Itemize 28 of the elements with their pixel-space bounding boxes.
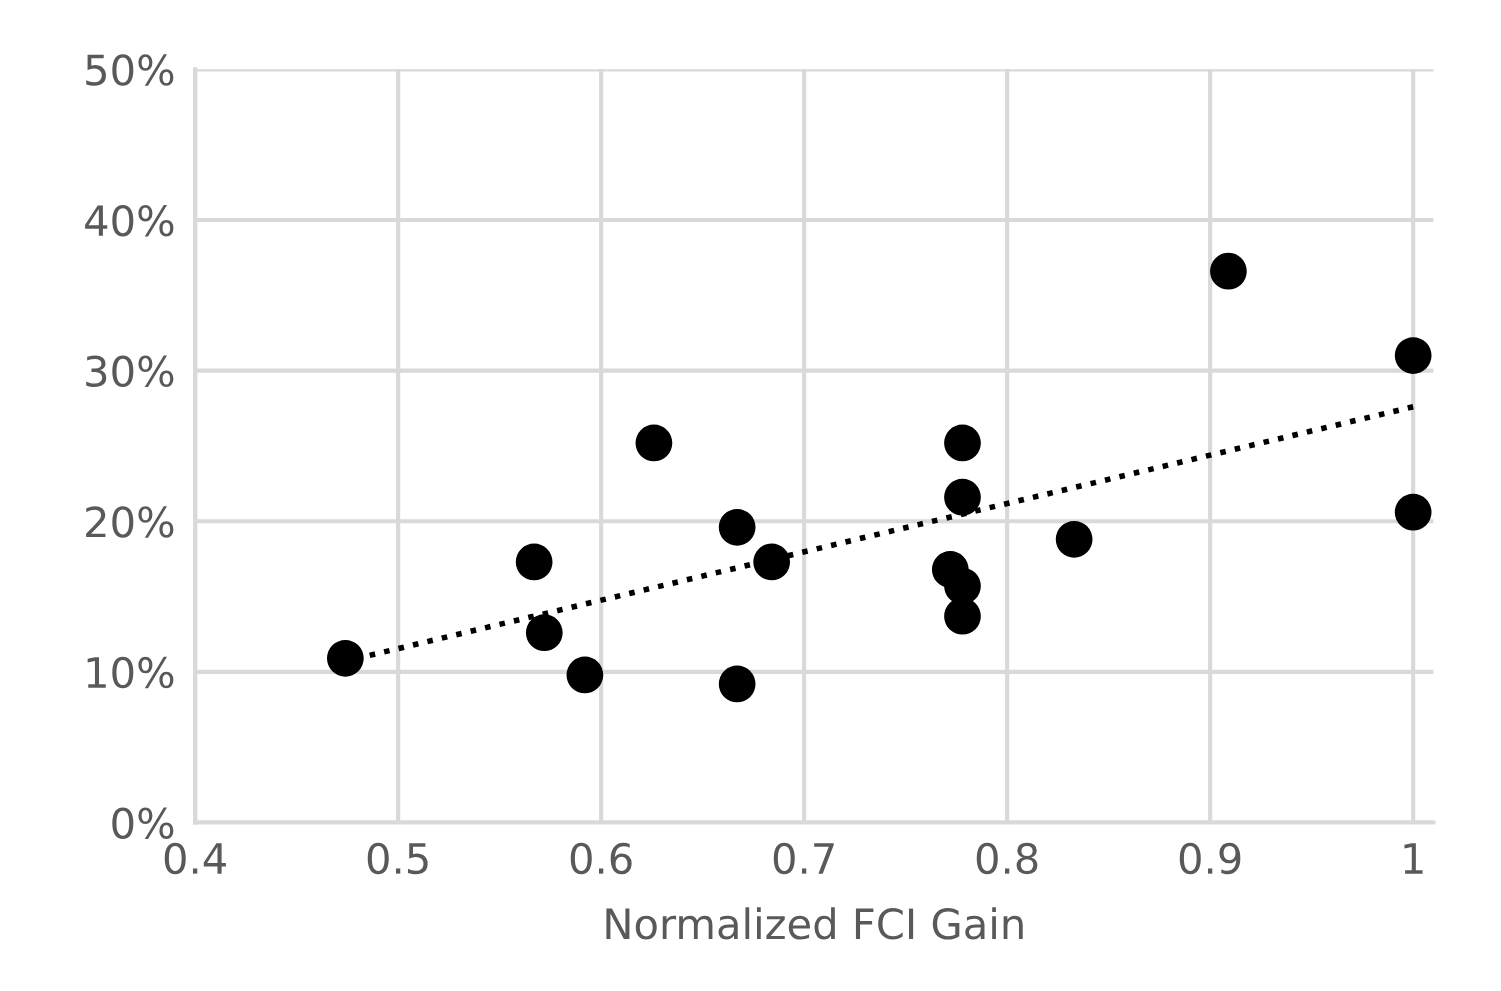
point <box>1394 337 1432 374</box>
point <box>566 656 604 694</box>
point <box>1394 493 1432 531</box>
point <box>753 543 791 581</box>
y-tick-label: 40% <box>85 204 174 237</box>
point <box>718 508 756 546</box>
y-tick-label: 30% <box>86 355 174 388</box>
x-tick-label: 0.5 <box>367 842 428 875</box>
x-tick-label: 0.6 <box>570 842 632 875</box>
point <box>944 478 981 516</box>
x-tick-label: 1 <box>1404 843 1423 874</box>
y-tick-label: 0% <box>112 807 174 839</box>
point <box>326 639 364 677</box>
point <box>1210 252 1247 290</box>
x-axis-title: Normalized FCI Gain <box>606 907 1023 940</box>
point <box>525 614 563 652</box>
y-tick-label: 50% <box>86 54 174 86</box>
point <box>944 424 981 462</box>
point <box>718 665 756 703</box>
x-tick-label: 0.8 <box>976 842 1038 875</box>
point <box>1055 520 1093 558</box>
x-tick-label: 0.9 <box>1179 842 1241 875</box>
y-tick-label: 10% <box>87 656 174 689</box>
point <box>515 543 553 581</box>
x-tick-label: 0.4 <box>164 842 226 875</box>
point <box>635 424 673 462</box>
y-tick-label: 20% <box>86 506 174 538</box>
x-tick-label: 0.7 <box>773 842 834 875</box>
